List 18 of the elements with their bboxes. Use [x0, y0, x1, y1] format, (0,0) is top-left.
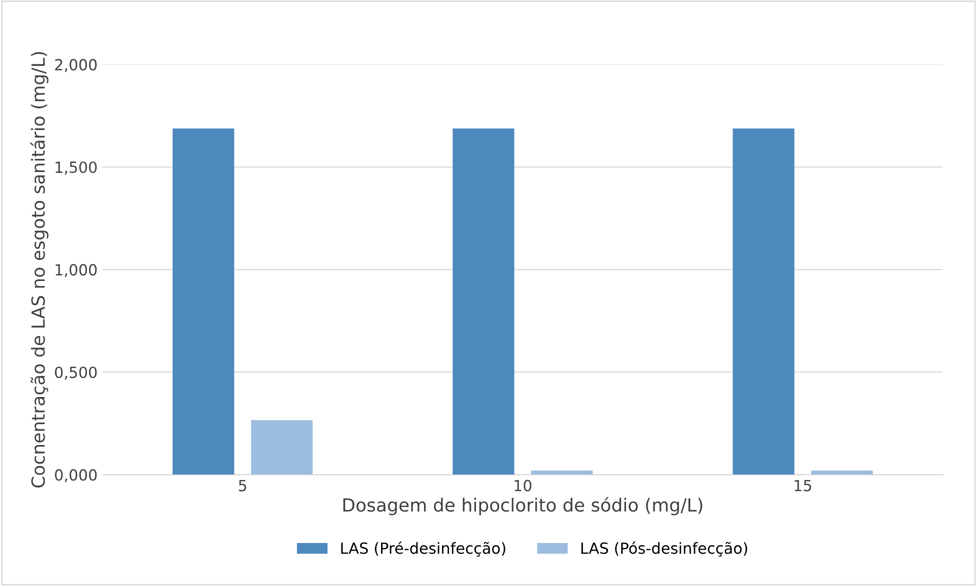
bar	[251, 420, 313, 475]
bar	[732, 128, 794, 475]
legend-label: LAS (Pré-desinfecção)	[341, 542, 506, 557]
bar	[811, 470, 873, 475]
x-axis-title: Dosagem de hipoclorito de sódio (mg/L)	[343, 497, 702, 516]
bar	[172, 128, 234, 475]
y-axis-title: Cocnentração de LAS no esgoto sanitário (mg/L)	[30, 52, 48, 488]
y-tick-label: 1,000	[56, 264, 97, 278]
y-tick-label: 0,500	[54, 366, 97, 380]
bar	[531, 470, 593, 475]
x-tick-label: 5	[238, 480, 246, 492]
x-tick-label: 10	[514, 480, 532, 492]
y-tick-label: 2,000	[55, 58, 97, 72]
x-tick-label: 15	[794, 480, 812, 492]
y-tick-label: 1,500	[56, 161, 97, 175]
bar	[452, 128, 514, 475]
legend-label: LAS (Pós-desinfecção)	[581, 542, 748, 557]
y-tick-label: 0,000	[54, 469, 97, 482]
